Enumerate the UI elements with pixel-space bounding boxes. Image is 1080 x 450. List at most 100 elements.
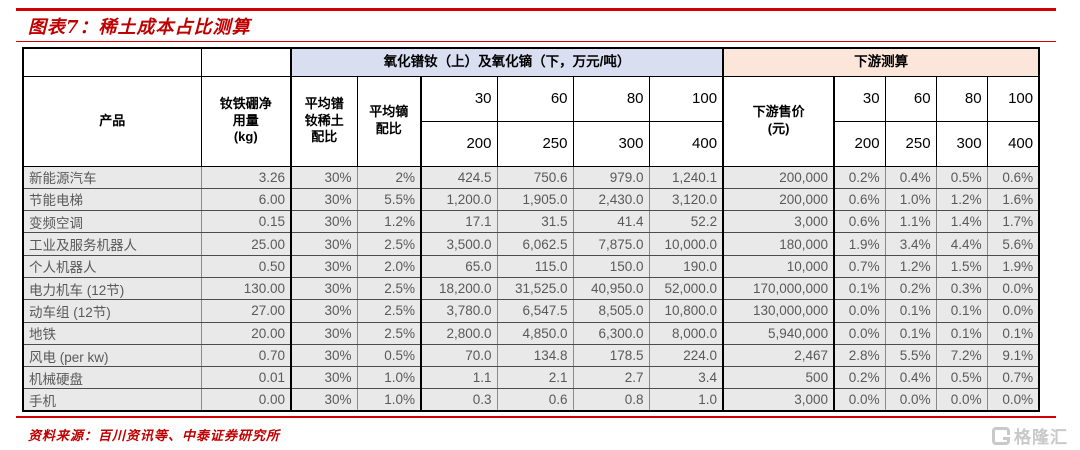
value-cell: 3.26	[200, 165, 292, 189]
product-name: 工业及服务机器人	[22, 232, 202, 256]
value-cell: 0.6%	[833, 187, 886, 212]
band-row: 氧化镨钕（上）及氧化镝（下，万元/吨） 下游测算	[22, 47, 1040, 77]
value-cell: 1.9%	[986, 254, 1040, 278]
value-cell: 2.7	[572, 366, 650, 390]
product-name: 风电 (per kw)	[22, 343, 202, 368]
blank-cell	[200, 47, 292, 77]
value-cell: 1,200.0	[420, 187, 498, 212]
value-cell: 27.00	[200, 299, 292, 323]
header-row-bottom: 200 250 300 400 200 250 300 400	[23, 120, 1040, 167]
value-cell: 1.5%	[935, 254, 988, 278]
table-row: 变频空调 0.15 30% 1.2% 17.1 31.5 41.4 52.2 3,000 0.6%…	[22, 210, 1040, 234]
value-cell: 5,940,000	[722, 321, 835, 345]
table-row: 新能源汽车 3.26 30% 2% 424.5 750.6 979.0 1,240.1 200,…	[22, 165, 1040, 189]
value-cell: 200,000	[722, 187, 835, 212]
value-cell: 979.0	[572, 165, 650, 189]
value-cell: 0.7%	[986, 366, 1040, 390]
scenario-dy-300: 300	[572, 120, 650, 167]
value-cell: 30%	[290, 232, 358, 256]
header-row-top: 产品 钕铁硼净 用量 (kg) 平均镨 钕稀土 配比 平均镝 配比 30 60 …	[22, 75, 1040, 167]
value-cell: 0.7%	[833, 254, 886, 278]
value-cell: 0.2%	[833, 366, 886, 390]
value-cell: 2,800.0	[420, 321, 498, 345]
value-cell: 0.5%	[356, 343, 422, 368]
value-cell: 7,875.0	[572, 232, 650, 256]
value-cell: 18,200.0	[420, 276, 498, 301]
value-cell: 1.0	[648, 388, 724, 412]
product-name: 地铁	[22, 321, 202, 345]
product-name: 手机	[22, 388, 202, 412]
source-note: 资料来源：百川资讯等、中泰证券研究所	[28, 429, 281, 444]
value-cell: 0.2%	[833, 165, 886, 189]
top-divider	[16, 8, 1056, 11]
value-cell: 1.0%	[356, 366, 422, 390]
value-cell: 0.8	[572, 388, 650, 412]
value-cell: 134.8	[496, 343, 574, 368]
watermark-label: 格隆汇	[1014, 428, 1068, 447]
value-cell: 1.7%	[986, 210, 1040, 234]
value-cell: 65.0	[420, 254, 498, 278]
value-cell: 2,430.0	[572, 187, 650, 212]
value-cell: 10,800.0	[648, 299, 724, 323]
scenario-pct-400: 400	[986, 120, 1040, 167]
value-cell: 8,505.0	[572, 299, 650, 323]
value-cell: 0.1%	[935, 299, 988, 323]
scenario-dy-250: 250	[496, 120, 574, 167]
value-cell: 3.4%	[884, 232, 937, 256]
value-cell: 6,547.5	[496, 299, 574, 323]
table-row: 动车组 (12节) 27.00 30% 2.5% 3,780.0 6,547.5 8,505…	[22, 299, 1040, 323]
value-cell: 4,850.0	[496, 321, 574, 345]
value-cell: 500	[722, 366, 835, 390]
product-name: 动车组 (12节)	[22, 299, 202, 323]
value-cell: 30%	[290, 388, 358, 412]
table-row: 工业及服务机器人 25.00 30% 2.5% 3,500.0 6,062.5 7,875.…	[22, 232, 1040, 256]
value-cell: 1.2%	[356, 210, 422, 234]
value-cell: 70.0	[420, 343, 498, 368]
value-cell: 0.6	[496, 388, 574, 412]
value-cell: 3,500.0	[420, 232, 498, 256]
value-cell: 1.4%	[935, 210, 988, 234]
value-cell: 40,950.0	[572, 276, 650, 301]
value-cell: 1.1	[420, 366, 498, 390]
product-name: 机械硬盘	[22, 366, 202, 390]
value-cell: 0.1%	[935, 321, 988, 345]
value-cell: 180,000	[722, 232, 835, 256]
value-cell: 2.1	[496, 366, 574, 390]
value-cell: 30%	[290, 165, 358, 189]
value-cell: 5.5%	[884, 343, 937, 368]
value-cell: 0.5%	[935, 366, 988, 390]
value-cell: 130.00	[200, 276, 292, 301]
scenario-dy-400: 400	[648, 120, 724, 167]
value-cell: 0.3%	[935, 276, 988, 301]
value-cell: 0.0%	[833, 388, 886, 412]
scenario-pct-60: 60	[884, 75, 937, 122]
value-cell: 0.00	[200, 388, 292, 412]
value-cell: 0.0%	[833, 321, 886, 345]
table-row: 风电 (per kw) 0.70 30% 0.5% 70.0 134.8 178.5 224.…	[22, 343, 1040, 368]
value-cell: 30%	[290, 321, 358, 345]
band-oxide-prices: 氧化镨钕（上）及氧化镝（下，万元/吨）	[289, 47, 724, 77]
table-row: 节能电梯 6.00 30% 5.5% 1,200.0 1,905.0 2,430.0 3,12…	[22, 187, 1040, 212]
col-header-product: 产品	[22, 75, 202, 167]
value-cell: 2.5%	[356, 232, 422, 256]
value-cell: 150.0	[572, 254, 650, 278]
value-cell: 30%	[290, 343, 358, 368]
scenario-prnd-60: 60	[496, 75, 574, 122]
bottom-divider	[16, 416, 1056, 418]
blank-cell	[22, 47, 202, 77]
value-cell: 0.2%	[884, 276, 937, 301]
scenario-prnd-30: 30	[420, 75, 498, 122]
scenario-dy-200: 200	[420, 120, 498, 167]
product-name: 个人机器人	[22, 254, 202, 278]
value-cell: 2%	[356, 165, 422, 189]
value-cell: 0.5%	[935, 165, 988, 189]
value-cell: 30%	[290, 299, 358, 323]
table-body: 新能源汽车 3.26 30% 2% 424.5 750.6 979.0 1,240.1 200,…	[22, 165, 1040, 412]
value-cell: 224.0	[648, 343, 724, 368]
value-cell: 2.5%	[356, 321, 422, 345]
value-cell: 41.4	[572, 210, 650, 234]
value-cell: 2.0%	[356, 254, 422, 278]
value-cell: 1.2%	[884, 254, 937, 278]
value-cell: 25.00	[200, 232, 292, 256]
value-cell: 10,000	[722, 254, 835, 278]
